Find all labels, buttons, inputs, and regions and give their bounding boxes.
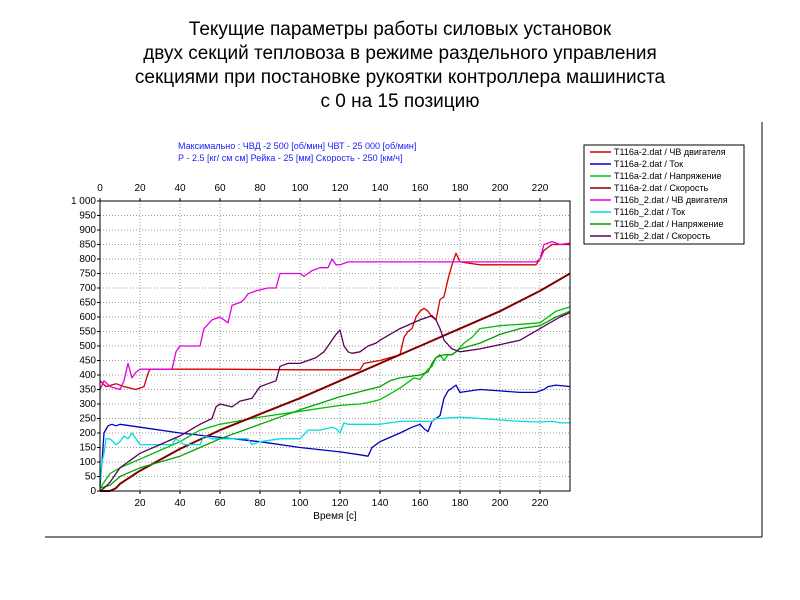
series-line-0 [99, 243, 570, 391]
maxima-line-2: Р - 2.5 [кг/ см см] Рейка - 25 [мм] Скор… [178, 153, 402, 163]
y-tick-label-20: 1 000 [71, 196, 96, 207]
y-tick-label-0: 0 [90, 486, 96, 497]
y-tick-label-4: 200 [79, 428, 96, 439]
series-line-4 [99, 240, 571, 391]
legend-label-6: Т116b_2.dat / Напряжение [614, 219, 724, 229]
x-tick-bottom-label-6: 120 [332, 498, 349, 509]
x-tick-bottom-label-3: 60 [214, 498, 226, 509]
legend-label-7: Т116b_2.dat / Скорость [614, 231, 711, 241]
legend-label-3: Т116а-2.dat / Скорость [614, 183, 709, 193]
x-tick-top-label-1: 20 [134, 183, 146, 194]
legend-label-5: Т116b_2.dat / Ток [614, 207, 685, 217]
x-tick-top-label-4: 80 [254, 183, 266, 194]
title-line-1: Текущие параметры работы силовых установ… [188, 19, 612, 40]
x-tick-bottom-label-4: 80 [254, 498, 266, 509]
x-tick-bottom-label-1: 20 [134, 498, 146, 509]
x-tick-top-label-5: 100 [292, 183, 309, 194]
y-tick-label-12: 600 [79, 312, 96, 323]
x-axis-bottom: 20 40 60 80 100 120 140 160 180 200 220 [134, 491, 549, 509]
x-tick-top-label-2: 40 [174, 183, 186, 194]
y-tick-label-1: 50 [85, 472, 97, 483]
y-tick-label-9: 450 [79, 356, 96, 367]
y-tick-label-14: 700 [79, 283, 96, 294]
y-tick-label-7: 350 [79, 385, 96, 396]
x-tick-bottom-label-10: 200 [492, 498, 509, 509]
y-tick-label-15: 750 [79, 269, 96, 280]
series-line-6 [99, 310, 571, 489]
legend-label-1: Т116а-2.dat / Ток [614, 159, 683, 169]
y-tick-label-11: 550 [79, 327, 96, 338]
x-tick-bottom-label-5: 100 [292, 498, 309, 509]
x-tick-top-label-9: 180 [452, 183, 469, 194]
legend [583, 144, 745, 245]
y-tick-label-8: 400 [79, 370, 96, 381]
y-tick-label-10: 500 [79, 341, 96, 352]
page-title: Текущие параметры работы силовых установ… [0, 18, 800, 114]
series-line-2 [99, 306, 571, 489]
y-tick-label-13: 650 [79, 298, 96, 309]
x-tick-top-label-8: 160 [412, 183, 429, 194]
x-tick-bottom-label-7: 140 [372, 498, 389, 509]
title-line-4: с 0 на 15 позицию [320, 91, 480, 112]
y-tick-label-6: 300 [79, 399, 96, 410]
y-tick-label-16: 800 [79, 254, 96, 265]
x-axis-top: 0 20 40 60 80 100 120 140 160 180 200 220 [97, 183, 549, 201]
series-line-7 [99, 312, 571, 492]
x-tick-top-label-6: 120 [332, 183, 349, 194]
x-axis-label: Время [c] [313, 511, 357, 522]
title-line-3: секциями при постановке рукоятки контрол… [134, 67, 666, 88]
x-tick-top-label-3: 60 [214, 183, 226, 194]
legend-label-2: Т116а-2.dat / Напряжение [614, 171, 722, 181]
legend-label-4: Т116b_2.dat / ЧВ двигателя [614, 195, 728, 205]
x-tick-top-label-10: 200 [492, 183, 509, 194]
series-line-3 [100, 272, 571, 492]
x-tick-top-label-7: 140 [372, 183, 389, 194]
x-tick-bottom-label-2: 40 [174, 498, 186, 509]
x-tick-bottom-label-11: 220 [532, 498, 549, 509]
x-tick-top-label-11: 220 [532, 183, 549, 194]
y-tick-label-17: 850 [79, 240, 96, 251]
series-line-1 [99, 384, 571, 486]
legend-items: Т116а-2.dat / ЧВ двигателя Т116а-2.dat / … [590, 147, 728, 241]
x-tick-bottom-label-9: 180 [452, 498, 469, 509]
y-tick-label-5: 250 [79, 414, 96, 425]
y-tick-label-2: 100 [79, 457, 96, 468]
series-line-5 [99, 416, 570, 483]
title-line-2: двух секций тепловоза в режиме раздельно… [143, 43, 657, 64]
legend-label-0: Т116а-2.dat / ЧВ двигателя [614, 147, 726, 157]
y-axis: 0 50 100 150 200 250 300 350 400 450 500 550 600 650 7… [71, 196, 100, 497]
x-tick-bottom-label-8: 160 [412, 498, 429, 509]
x-tick-top-label-0: 0 [97, 183, 103, 194]
series-group [99, 240, 571, 492]
grid [100, 201, 570, 491]
y-tick-label-18: 900 [79, 225, 96, 236]
y-tick-label-3: 150 [79, 443, 96, 454]
y-tick-label-19: 950 [79, 211, 96, 222]
maxima-line-1: Максимально : ЧВД -2 500 [об/мин] ЧВТ - … [178, 141, 416, 151]
